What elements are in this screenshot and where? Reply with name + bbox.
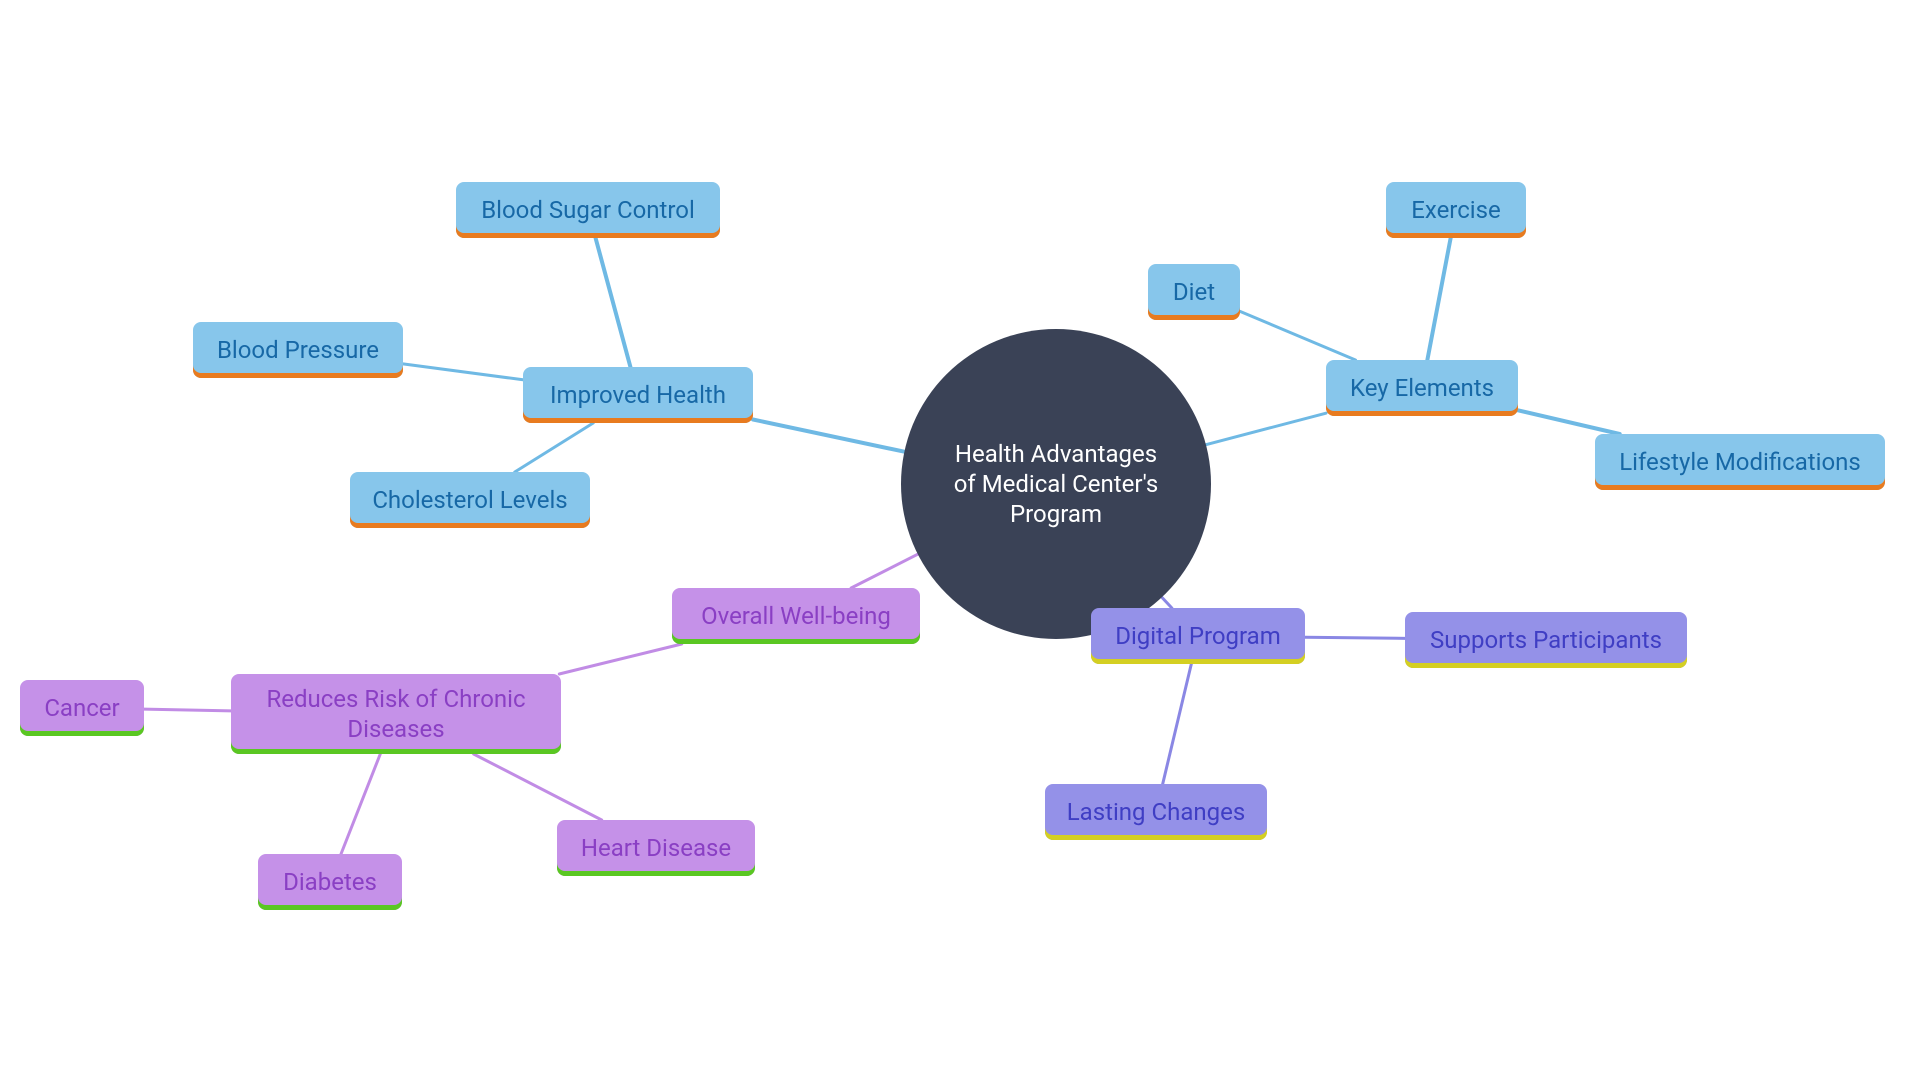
center-node: Health Advantages of Medical Center's Pr… <box>901 329 1211 639</box>
node-bloodsugar: Blood Sugar Control <box>456 182 720 238</box>
node-lasting: Lasting Changes <box>1045 784 1267 840</box>
node-cancer: Cancer <box>20 680 144 736</box>
node-keyel: Key Elements <box>1326 360 1518 416</box>
node-supports: Supports Participants <box>1405 612 1687 668</box>
node-wellbeing: Overall Well-being <box>672 588 920 644</box>
edge-center-improved <box>753 419 904 451</box>
node-diet: Diet <box>1148 264 1240 320</box>
edge-chronic-heart <box>474 754 602 820</box>
node-heart: Heart Disease <box>557 820 755 876</box>
node-bp: Blood Pressure <box>193 322 403 378</box>
node-lifestyle: Lifestyle Modifications <box>1595 434 1885 490</box>
edge-center-wellbeing <box>851 554 918 588</box>
edge-keyel-lifestyle <box>1518 410 1620 434</box>
edge-center-digital <box>1162 597 1172 608</box>
edge-chronic-diabetes <box>341 754 380 854</box>
node-diabetes: Diabetes <box>258 854 402 910</box>
edge-chronic-cancer <box>144 709 231 711</box>
node-improved: Improved Health <box>523 367 753 423</box>
edge-improved-chol <box>515 423 593 472</box>
edge-center-keyel <box>1206 413 1326 444</box>
edge-keyel-diet <box>1240 311 1356 360</box>
edge-digital-lasting <box>1163 664 1192 784</box>
node-chronic: Reduces Risk of Chronic Diseases <box>231 674 561 754</box>
node-chol: Cholesterol Levels <box>350 472 590 528</box>
edge-digital-supports <box>1305 637 1405 638</box>
edge-wellbeing-chronic <box>559 644 681 674</box>
edge-keyel-exercise <box>1427 238 1450 360</box>
node-digital: Digital Program <box>1091 608 1305 664</box>
edge-improved-bloodsugar <box>596 238 631 367</box>
edge-improved-bp <box>403 364 523 380</box>
node-exercise: Exercise <box>1386 182 1526 238</box>
